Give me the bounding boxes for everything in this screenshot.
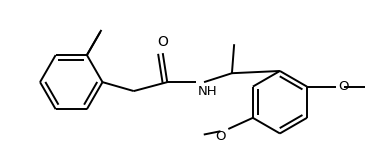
- Text: O: O: [338, 80, 349, 93]
- Text: O: O: [157, 35, 168, 49]
- Text: NH: NH: [197, 85, 217, 98]
- Text: O: O: [216, 130, 226, 143]
